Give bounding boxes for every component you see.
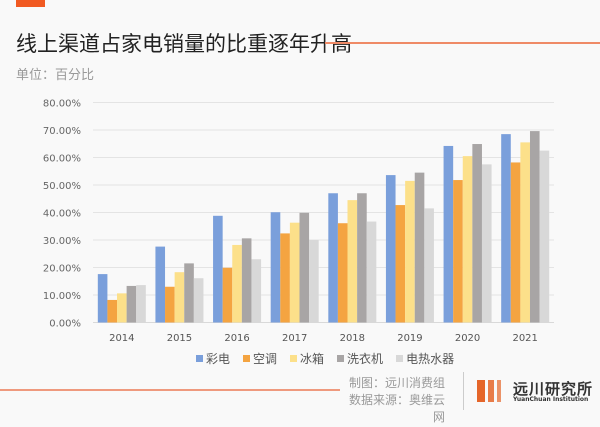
logo-name: 远川研究所: [513, 380, 594, 398]
bar: [155, 246, 166, 323]
chart-legend: 彩电 空调 冰箱 洗衣机 电热水器: [196, 350, 454, 367]
legend-item: 空调: [243, 350, 277, 367]
bar: [309, 240, 319, 323]
bar: [213, 215, 223, 323]
bar: [385, 175, 396, 323]
unit-label: 单位：百分比: [16, 68, 95, 83]
x-tick-label: 2015: [167, 333, 192, 344]
legend-swatch: [196, 355, 203, 362]
bar: [481, 164, 492, 323]
bar: [357, 193, 367, 323]
y-tick-label: 40.00%: [43, 209, 81, 220]
logo-bar: [497, 380, 501, 402]
logo-bar: [477, 380, 485, 402]
accent-block: [16, 0, 45, 7]
bar: [395, 205, 406, 323]
x-tick-label: 2018: [340, 333, 365, 344]
x-tick-label: 2021: [512, 333, 537, 344]
bar: [299, 212, 310, 323]
bar: [126, 285, 137, 323]
footer-divider: [463, 372, 464, 410]
x-tick-label: 2017: [282, 333, 307, 344]
x-tick-label: 2020: [455, 333, 480, 344]
bar: [270, 212, 281, 323]
bar: [174, 272, 185, 323]
bar: [97, 274, 108, 323]
credit-source: 数据来源：奥维云网: [348, 393, 445, 424]
legend-label: 空调: [253, 352, 278, 366]
bar: [193, 278, 204, 323]
bar: [462, 156, 473, 323]
legend-item: 冰箱: [290, 350, 324, 367]
y-tick-label: 60.00%: [43, 154, 81, 165]
y-tick-label: 50.00%: [43, 181, 81, 192]
x-tick-label: 2019: [397, 333, 422, 344]
logo-icon: [477, 380, 509, 402]
bar: [424, 208, 434, 323]
legend-item: 电热水器: [396, 350, 454, 367]
legend-label: 电热水器: [406, 352, 455, 366]
bar: [107, 299, 118, 323]
legend-item: 洗衣机: [337, 350, 383, 367]
bar: [280, 233, 290, 323]
bar: [529, 131, 540, 323]
bar: [136, 285, 146, 323]
y-tick-label: 10.00%: [43, 291, 81, 302]
bar: [453, 180, 463, 323]
credits: 制图：远川消费组 数据来源：奥维云网: [345, 375, 445, 426]
legend-swatch: [243, 355, 251, 362]
bar: [117, 293, 127, 323]
legend-swatch: [337, 355, 345, 362]
legend-swatch: [396, 355, 404, 362]
logo-bar: [488, 380, 494, 402]
chart-title: 线上渠道占家电销量的比重逐年升高: [16, 32, 352, 56]
footer-accent-line: [0, 389, 340, 391]
bar: [472, 144, 482, 323]
title-accent-line: [325, 42, 600, 44]
bar: [539, 150, 550, 323]
bar: [241, 238, 252, 323]
bar: [366, 221, 377, 323]
bar: [165, 286, 175, 323]
bar: [289, 222, 300, 323]
legend-label: 洗衣机: [347, 352, 384, 366]
legend-label: 冰箱: [300, 352, 325, 366]
y-tick-label: 30.00%: [43, 236, 81, 247]
bar: [232, 244, 242, 323]
bar: [414, 172, 425, 323]
y-tick-label: 0.00%: [49, 319, 81, 330]
bar-chart: 0.00% 10.00% 20.00% 30.00% 40.00% 50.00% 60.00…: [43, 99, 554, 344]
bar: [510, 162, 521, 323]
y-tick-label: 80.00%: [43, 99, 81, 110]
bar: [501, 134, 511, 323]
legend-label: 彩电: [206, 352, 231, 366]
bar: [443, 145, 454, 323]
x-tick-label: 2014: [109, 333, 134, 344]
bar: [251, 259, 262, 323]
bar: [222, 267, 233, 323]
bar: [337, 223, 348, 323]
logo-subtitle: YuanChuan Institution: [513, 396, 589, 403]
bar: [184, 263, 194, 323]
y-tick-label: 70.00%: [43, 126, 81, 137]
x-tick-label: 2016: [224, 333, 249, 344]
bar: [405, 180, 415, 323]
bar: [328, 193, 338, 323]
legend-swatch: [290, 355, 298, 362]
credit-author: 制图：远川消费组: [348, 376, 445, 390]
bar: [520, 142, 530, 323]
legend-item: 彩电: [196, 350, 230, 367]
y-tick-label: 20.00%: [43, 264, 81, 275]
bar: [347, 200, 358, 323]
